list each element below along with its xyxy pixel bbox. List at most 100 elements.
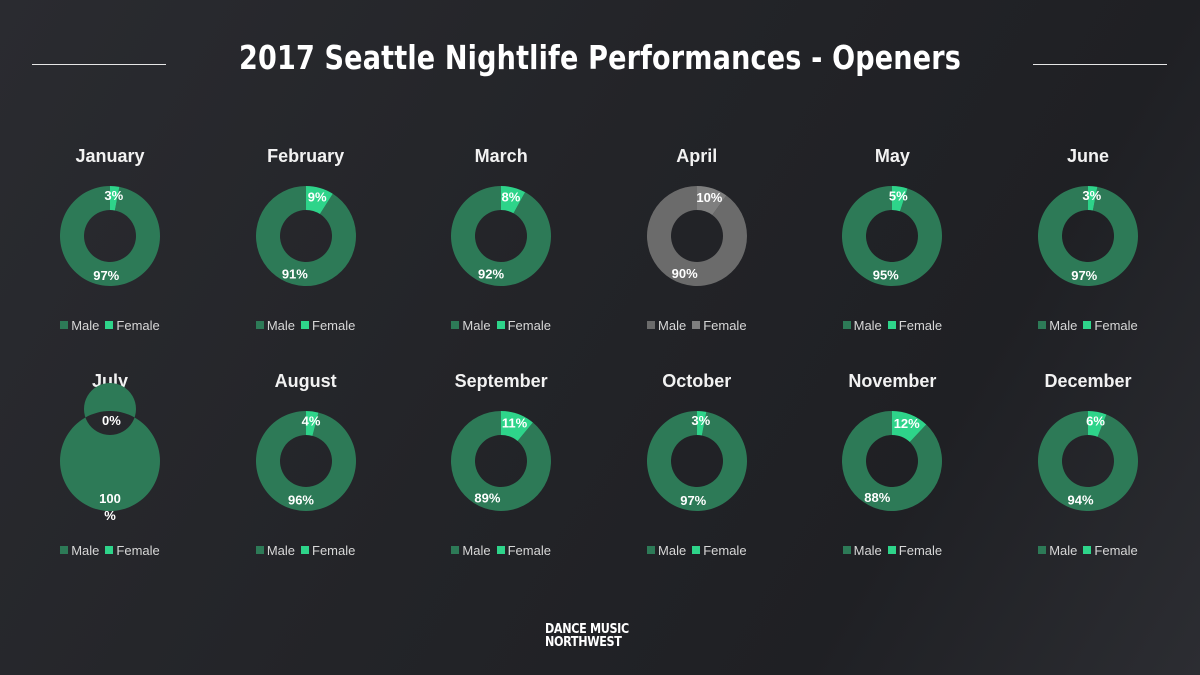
donut-chart-february: February 9% 91% Male Female (208, 146, 404, 356)
donut-svg: 3% 97% (59, 186, 160, 286)
legend-swatch-female (887, 321, 896, 329)
female-slice (110, 186, 120, 211)
legend-swatch-female (105, 546, 114, 554)
legend-item-male: Male (647, 543, 686, 558)
donut-svg: 4% 96% (255, 411, 356, 511)
legend-label-female: Female (1094, 318, 1138, 333)
chart-legend: Male Female (208, 543, 404, 558)
legend-swatch-male (451, 546, 460, 554)
male-pct-label: 97% (680, 493, 706, 508)
female-slice (305, 186, 333, 215)
female-pct-label: 3% (1082, 188, 1101, 203)
legend-item-female: Female (692, 318, 747, 333)
chart-title: June (1066, 146, 1109, 166)
donut-chart-december: December 6% 94% Male Female (990, 371, 1186, 581)
chart-title: March (474, 146, 528, 166)
legend-item-male: Male (255, 318, 295, 333)
male-slice (255, 186, 356, 286)
legend-swatch-female (496, 321, 505, 329)
legend-swatch-male (451, 321, 460, 329)
male-slice (842, 411, 943, 511)
legend-swatch-female (301, 321, 309, 329)
legend-item-male: Male (451, 318, 491, 333)
page-title: 2017 Seattle Nightlife Performances - Op… (238, 38, 962, 77)
chart-title: October (662, 371, 732, 391)
legend-label-male: Male (462, 318, 491, 333)
female-slice (1088, 411, 1107, 437)
male-slice (842, 186, 943, 286)
legend-label-male: Male (71, 318, 100, 333)
male-slice (451, 186, 552, 286)
legend-label-female: Female (312, 318, 356, 333)
legend-item-male: Male (60, 543, 99, 558)
male-slice (1038, 186, 1138, 286)
female-pct-label: 4% (301, 413, 320, 428)
donut-svg: 11% 89% (451, 411, 552, 511)
title-rule-left (32, 64, 166, 65)
legend-swatch-male (1038, 546, 1047, 554)
male-slice (255, 411, 356, 511)
male-pct-label: 97% (1071, 268, 1097, 283)
donut-svg: 8% 92% (451, 186, 552, 286)
legend-label-male: Male (1049, 318, 1078, 333)
chart-title: January (75, 146, 145, 166)
logo-line-2: NORTHWEST (545, 635, 622, 650)
male-pct-label: 89% (475, 491, 501, 506)
legend-label-male: Male (71, 543, 100, 558)
dance-music-northwest-logo: DANCE MUSIC NORTHWEST (545, 623, 657, 653)
legend-label-female: Female (898, 318, 943, 333)
legend-label-female: Female (312, 543, 356, 558)
male-slice (646, 411, 747, 511)
donut-svg: 3% 97% (1038, 186, 1138, 286)
legend-item-female: Female (1083, 318, 1138, 333)
legend-label-male: Male (853, 543, 882, 558)
female-pct-label: 0% (102, 413, 121, 428)
legend-label-female: Female (507, 318, 551, 333)
legend-item-male: Male (1038, 543, 1077, 558)
female-slice (892, 411, 927, 443)
male-pct-label: 88% (865, 490, 891, 505)
legend-swatch-female (1083, 321, 1092, 329)
legend-item-female: Female (496, 543, 551, 558)
female-pct-label: 5% (889, 188, 908, 203)
legend-item-male: Male (647, 318, 686, 333)
female-pct-label: 3% (104, 188, 123, 203)
donut-svg: 3% 97% (646, 411, 747, 511)
chart-legend: Male Female (990, 543, 1186, 558)
female-slice (696, 411, 707, 436)
male-pct-label: 96% (288, 493, 314, 508)
donut-svg: 12% 88% (842, 411, 943, 511)
donut-svg: 5% 95% (842, 186, 943, 286)
chart-legend: Male Female (403, 318, 599, 333)
male-pct-label: 94% (1067, 492, 1093, 507)
legend-label-female: Female (507, 543, 551, 558)
legend-label-male: Male (266, 318, 295, 333)
male-pct-label: 100% (99, 491, 121, 523)
legend-swatch-male (842, 321, 851, 329)
donut-chart-may: May 5% 95% Male Female (794, 146, 990, 356)
chart-legend: Male Female (794, 543, 990, 558)
female-pct-label: 9% (307, 190, 326, 205)
chart-legend: Male Female (599, 543, 795, 558)
legend-item-female: Female (1083, 543, 1138, 558)
legend-swatch-female (301, 546, 309, 554)
donut-chart-august: August 4% 96% Male Female (208, 371, 404, 581)
legend-label-female: Female (116, 318, 160, 333)
male-slice (646, 186, 747, 286)
male-slice (1038, 411, 1138, 511)
female-pct-label: 3% (691, 413, 710, 428)
legend-item-female: Female (887, 318, 943, 333)
legend-label-female: Female (116, 543, 160, 558)
donut-chart-september: September 11% 89% Male Female (403, 371, 599, 581)
chart-title: February (267, 146, 345, 166)
male-slice (451, 411, 552, 511)
title-rule-right (1033, 64, 1167, 65)
legend-label-female: Female (703, 543, 747, 558)
female-pct-label: 10% (696, 190, 722, 205)
chart-legend: Male Female (599, 318, 795, 333)
legend-item-male: Male (60, 318, 99, 333)
legend-swatch-male (255, 321, 264, 329)
legend-item-male: Male (451, 543, 491, 558)
male-pct-label: 97% (93, 268, 119, 283)
legend-swatch-female (692, 321, 701, 329)
